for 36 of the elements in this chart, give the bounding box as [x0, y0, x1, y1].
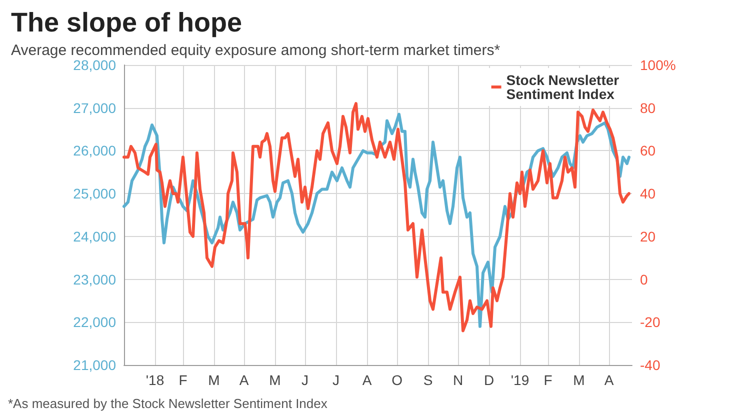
x-tick-label: O — [392, 372, 403, 388]
y-tick-label: 23,000 — [73, 271, 116, 288]
y2-tick-label: -40 — [640, 357, 660, 373]
x-tick-label: '18 — [146, 372, 164, 388]
y2-tick-label: 100% — [640, 57, 676, 73]
text: *As measured by the Stock Newsletter Sentiment Index — [8, 396, 328, 411]
y2-tick-label: 60 — [640, 142, 656, 159]
x-tick-label: D — [484, 372, 494, 388]
x-tick-label: S — [423, 372, 433, 388]
x-tick-label: F — [178, 372, 188, 388]
y2-tick-label: -20 — [640, 314, 660, 330]
chart-subtitle: Average recommended equity exposure among short-term market timers* — [11, 42, 500, 59]
y-tick-label: 24,000 — [73, 228, 116, 244]
y-tick-label: 28,000 — [73, 57, 116, 73]
x-tick-label: A — [239, 372, 250, 388]
x-tick-label: A — [362, 372, 372, 388]
chart-title: The slope of hope — [11, 8, 242, 38]
y-tick-label: 21,000 — [73, 357, 116, 373]
y2-tick-label: 20 — [640, 228, 656, 244]
x-tick-label: F — [544, 372, 552, 388]
x-tick-label: M — [269, 372, 281, 388]
x-tick-label: M — [208, 372, 220, 388]
x-tick-label: N — [452, 372, 464, 388]
x-tick-label: A — [604, 372, 614, 388]
x-tick-label: J — [332, 372, 340, 388]
y2-tick-label: 0 — [640, 271, 648, 288]
y-tick-label: 22,000 — [73, 314, 116, 330]
legend-label: Stock Newsletter Sentiment Index — [506, 72, 624, 102]
y-tick-label: 25,000 — [73, 186, 116, 202]
x-tick-label: J — [302, 372, 308, 388]
x-tick-label: '19 — [510, 372, 530, 388]
y2-tick-label: 80 — [640, 100, 656, 116]
y-tick-label: 27,000 — [73, 100, 116, 116]
x-tick-label: M — [573, 372, 585, 388]
y2-tick-label: 40 — [640, 186, 656, 202]
y-tick-label: 26,000 — [73, 142, 116, 159]
